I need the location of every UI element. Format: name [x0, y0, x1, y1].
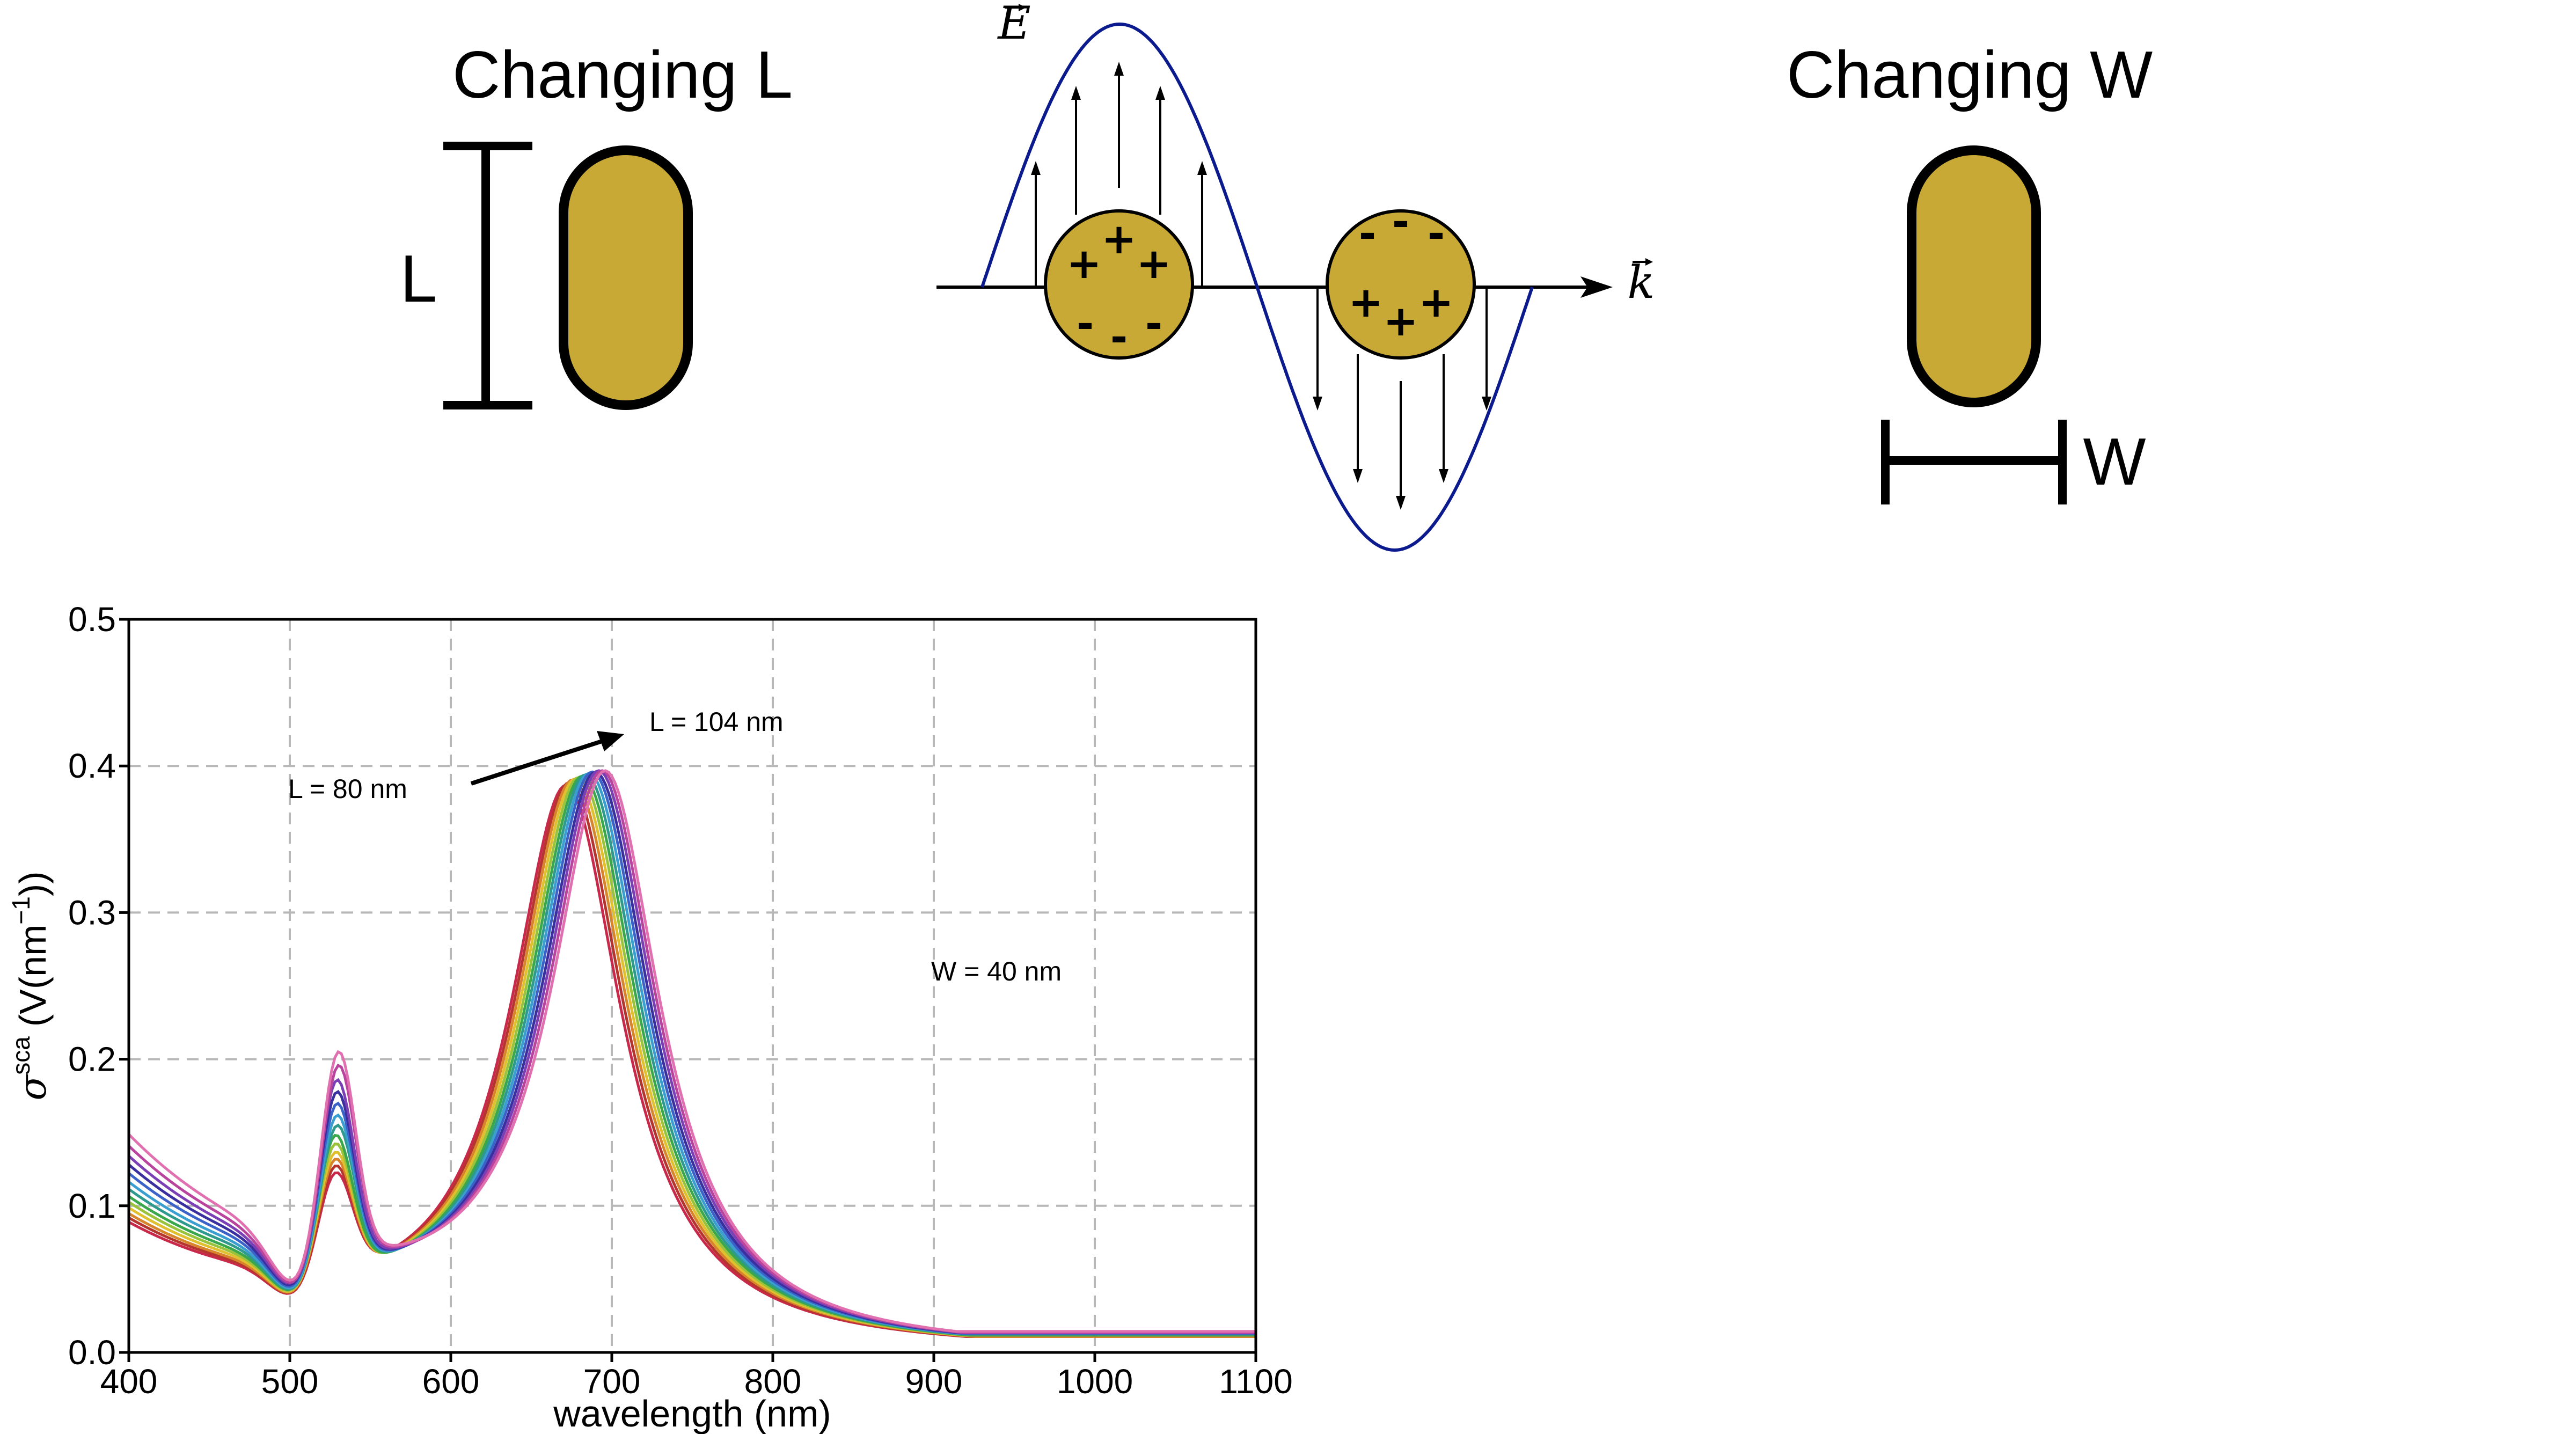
x-tick-label: 1000	[1057, 1362, 1133, 1401]
scattering-chart: 400 500 600 700 800 900 1000 1100 0.00.10.20.30…	[7, 600, 1293, 1434]
x-tick-label: 800	[744, 1362, 802, 1401]
charge-minus: -	[1077, 300, 1094, 348]
y-axis-symbol: σ	[11, 1074, 55, 1101]
y-axis-unit-open: (V(nm	[12, 925, 54, 1027]
plasmon-schematic: + + + - - - - - - + + + E k	[936, 0, 1655, 552]
charge-minus: -	[1110, 313, 1128, 362]
annotation-width: W = 40 nm	[931, 956, 1062, 986]
field-arrow-down	[1439, 354, 1448, 483]
k-vector-arrow-icon	[1633, 258, 1653, 266]
y-axis-label: σsca (V(nm−1))	[7, 871, 55, 1100]
nanorod-length	[559, 145, 693, 410]
wave-vector-label: k	[1628, 256, 1655, 309]
charge-plus: +	[1383, 297, 1418, 346]
particle-right	[1326, 209, 1476, 360]
charge-plus: +	[1066, 240, 1101, 288]
annotation-end-length: L = 104 nm	[649, 707, 784, 737]
field-arrow-up	[1031, 161, 1041, 287]
spectrum-line	[128, 770, 1256, 1336]
charge-plus: +	[1348, 279, 1383, 327]
e-vector-arrow-icon	[1005, 4, 1026, 11]
x-tick-label: 900	[905, 1362, 963, 1401]
changing-l-title: Changing L	[452, 38, 793, 112]
spectrum-line	[128, 769, 1256, 1334]
chart-series	[128, 769, 1256, 1338]
field-arrow-up	[1114, 62, 1124, 188]
x-tick-labels: 400 500 600 700 800 900 1000 1100	[100, 1362, 1293, 1401]
chart-grid	[129, 619, 1256, 1352]
particle-left	[1044, 209, 1194, 360]
spectrum-line	[128, 777, 1256, 1337]
length-trend-arrow	[470, 731, 624, 786]
spectrum-line	[128, 770, 1256, 1334]
nanorod-width	[1907, 145, 2041, 407]
spectrum-line	[128, 773, 1256, 1336]
y-axis-unit-exp: −1	[7, 896, 35, 924]
y-axis-superscript: sca	[7, 1036, 35, 1075]
y-axis-unit-close: ))	[12, 871, 54, 896]
chart-ticks	[119, 618, 1257, 1362]
charge-minus: -	[1359, 210, 1376, 258]
field-arrow-down	[1482, 287, 1491, 411]
annotation-start-length: L = 80 nm	[288, 774, 407, 804]
charge-plus: +	[1418, 279, 1453, 327]
spectrum-line	[128, 769, 1256, 1334]
changing-w-title: Changing W	[1787, 38, 2153, 112]
width-label: W	[2083, 425, 2146, 499]
spectrum-line	[128, 772, 1256, 1336]
charge-plus: +	[1101, 215, 1136, 264]
charge-plus: +	[1136, 240, 1171, 288]
field-arrow-down	[1396, 381, 1406, 510]
charges-right: - - - + + +	[1348, 198, 1453, 346]
field-arrow-up	[1071, 86, 1081, 215]
y-tick-label: 0.2	[68, 1040, 116, 1079]
field-arrow-down	[1353, 354, 1363, 483]
y-tick-labels: 0.0 0.1 0.2 0.3 0.4 0.5	[68, 600, 116, 1372]
x-tick-label: 400	[100, 1362, 158, 1401]
x-tick-label: 500	[261, 1362, 319, 1401]
spectrum-line	[128, 784, 1256, 1338]
x-tick-label: 600	[422, 1362, 480, 1401]
charges-left: + + + - - -	[1066, 215, 1171, 362]
y-tick-label: 0.4	[68, 747, 116, 785]
y-tick-label: 0.3	[68, 893, 116, 932]
spectrum-line	[128, 774, 1256, 1337]
y-tick-label: 0.0	[68, 1333, 116, 1372]
spectrum-line	[128, 769, 1256, 1333]
field-arrow-up	[1155, 86, 1165, 215]
field-arrow-up	[1197, 161, 1207, 287]
field-arrow-down	[1313, 287, 1322, 411]
length-label: L	[400, 242, 437, 316]
charge-minus: -	[1428, 210, 1445, 258]
width-dimension-bar	[1881, 420, 2067, 504]
x-tick-label: 700	[583, 1362, 641, 1401]
charge-minus: -	[1145, 300, 1162, 348]
charge-minus: -	[1392, 198, 1409, 246]
field-arrows	[1031, 62, 1491, 510]
y-tick-label: 0.1	[68, 1187, 116, 1225]
e-field-wave	[980, 22, 1534, 552]
x-tick-label: 1100	[1219, 1362, 1293, 1401]
y-tick-label: 0.5	[68, 600, 116, 639]
length-dimension-bar	[443, 142, 532, 409]
x-axis-label: wavelength (nm)	[553, 1393, 831, 1434]
chart-frame	[127, 618, 1257, 1354]
spectrum-line	[128, 775, 1256, 1337]
